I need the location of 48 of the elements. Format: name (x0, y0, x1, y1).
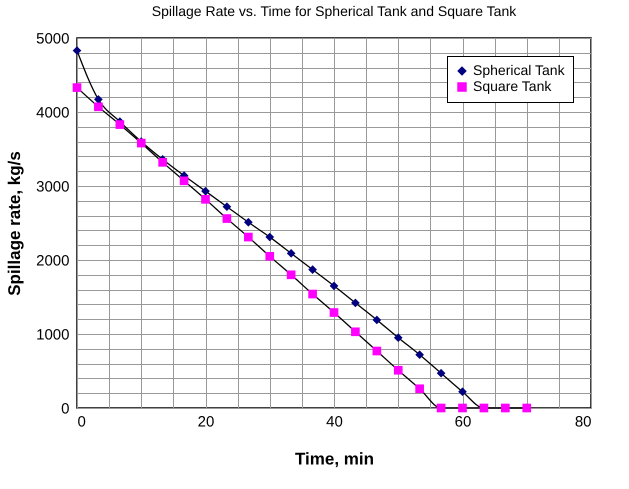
point (286, 270, 296, 280)
point (351, 298, 360, 308)
point (330, 282, 338, 290)
point (458, 387, 467, 396)
point (265, 232, 274, 242)
point (286, 249, 296, 258)
point (158, 158, 167, 167)
point (394, 333, 403, 342)
point (308, 265, 317, 274)
point (458, 404, 467, 412)
x-tick-label: 20 (198, 414, 214, 430)
point (94, 102, 103, 112)
point (330, 308, 338, 317)
y-tick-label: 1000 (36, 326, 70, 344)
point (265, 252, 274, 261)
y-tick-label: 5000 (36, 30, 70, 48)
x-tick-label: 0 (78, 414, 86, 430)
legend-label: Square Tank (473, 78, 552, 94)
point (351, 327, 360, 336)
point (308, 290, 317, 298)
x-tick-label: 80 (574, 414, 592, 430)
point (222, 214, 232, 223)
legend-label: Spherical Tank (473, 62, 566, 78)
chart-title: Spillage Rate vs. Time for Spherical Tank and Square Tank (152, 3, 518, 19)
y-tick-label: 4000 (36, 104, 70, 122)
y-axis-title: Spillage rate, kg/s (5, 151, 24, 296)
point (394, 366, 403, 375)
point (372, 346, 382, 356)
point (201, 186, 210, 196)
point (180, 176, 188, 186)
point (436, 368, 446, 378)
point (415, 350, 424, 360)
point (244, 218, 253, 227)
point (415, 384, 424, 394)
point (222, 202, 232, 212)
y-tick-label: 2000 (36, 252, 70, 270)
x-tick-label: 40 (326, 414, 343, 430)
point (72, 46, 82, 55)
point (372, 316, 382, 324)
x-tick-label: 60 (454, 414, 472, 430)
point (72, 83, 82, 92)
point (116, 120, 124, 129)
point (244, 232, 253, 242)
point (436, 404, 446, 412)
y-tick-label: 0 (61, 400, 70, 418)
point (201, 194, 210, 204)
y-tick-label: 3000 (36, 178, 70, 196)
x-axis-title: Time, min (294, 450, 374, 468)
